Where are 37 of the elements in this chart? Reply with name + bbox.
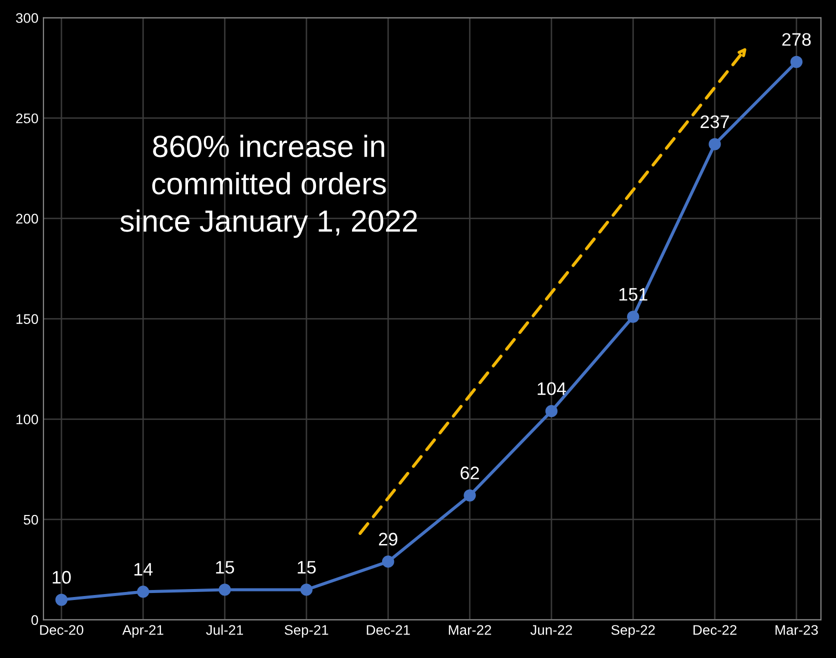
annotation: 860% increase in committed orders since January 1, 2022 — [120, 134, 417, 238]
data-label: 15 — [298, 561, 316, 574]
point — [300, 584, 313, 596]
point — [218, 584, 231, 596]
data-label: 29 — [378, 532, 398, 546]
data-label: 62 — [460, 466, 479, 480]
y-tick-label: 0 — [31, 615, 38, 626]
x-tick-label: Sep-22 — [611, 625, 655, 638]
data-label: 278 — [782, 33, 811, 46]
data-label: 15 — [216, 561, 234, 574]
x-tick-label: Dec-21 — [366, 625, 410, 635]
y-tick-label: 300 — [16, 13, 38, 23]
point — [55, 594, 68, 606]
y-tick-label: 50 — [24, 514, 38, 525]
y-tick-label: 250 — [16, 113, 38, 124]
y-tick-label: 150 — [16, 314, 38, 324]
point — [708, 138, 721, 150]
x-tick-label: Mar-22 — [448, 625, 492, 635]
point — [627, 310, 640, 323]
point — [464, 489, 476, 502]
x-tick-label: Jun-22 — [530, 625, 572, 635]
x-tick-label: Mar-23 — [776, 625, 818, 635]
y-tick-label: 100 — [16, 414, 38, 424]
point — [790, 56, 803, 68]
data-label: 14 — [134, 563, 153, 576]
data-label: 237 — [700, 115, 729, 128]
y-tick-label: 200 — [16, 214, 38, 224]
data-label: 104 — [538, 382, 566, 396]
point — [382, 556, 394, 568]
x-tick-label: Jul-21 — [206, 624, 244, 635]
x-tick-label: Sep-21 — [284, 625, 328, 638]
point — [545, 405, 558, 418]
x-tick-label: Dec-20 — [40, 625, 84, 635]
point — [137, 586, 150, 598]
x-tick-label: Dec-22 — [694, 625, 736, 635]
x-tick-label: Apr-21 — [122, 625, 164, 638]
data-label: 10 — [52, 570, 71, 584]
